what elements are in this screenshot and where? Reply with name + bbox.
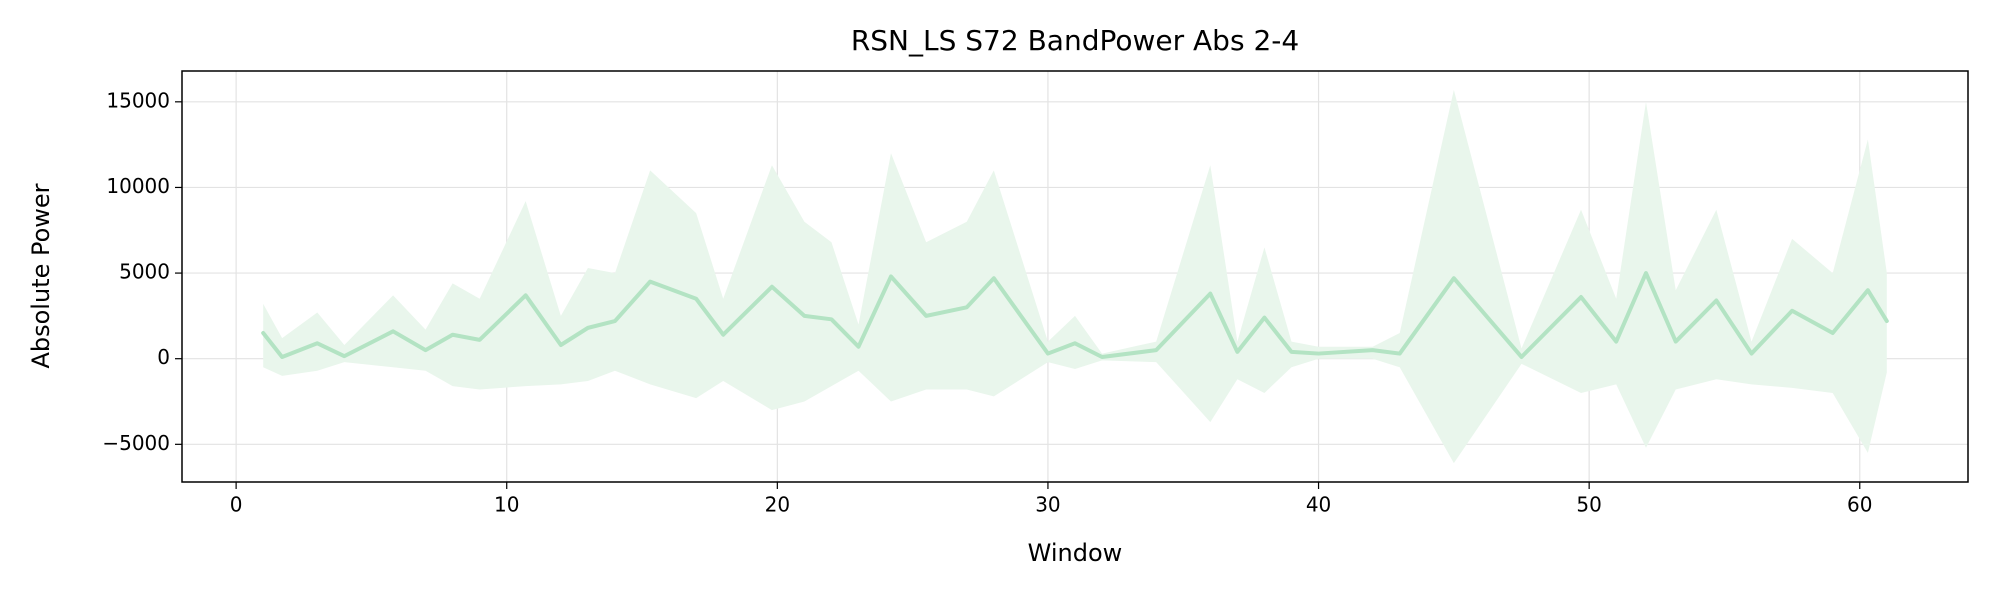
x-tick-label: 60 <box>1847 493 1872 517</box>
y-tick-label: 0 <box>157 345 170 369</box>
plot-frame <box>181 70 1969 483</box>
y-tick-label: −5000 <box>102 431 170 455</box>
x-tick-label: 50 <box>1576 493 1601 517</box>
y-axis-label: Absolute Power <box>27 183 55 368</box>
y-tick-label: 15000 <box>106 88 170 112</box>
x-tick-label: 0 <box>230 493 243 517</box>
chart-title: RSN_LS S72 BandPower Abs 2-4 <box>851 24 1299 57</box>
y-tick-label: 10000 <box>106 174 170 198</box>
y-tick-label: 5000 <box>119 260 170 284</box>
band <box>263 89 1887 464</box>
x-tick-label: 20 <box>765 493 790 517</box>
x-axis-label: Window <box>1028 539 1123 567</box>
x-tick-label: 30 <box>1035 493 1060 517</box>
x-tick-label: 40 <box>1306 493 1331 517</box>
x-tick-label: 10 <box>494 493 519 517</box>
line <box>261 271 1889 359</box>
